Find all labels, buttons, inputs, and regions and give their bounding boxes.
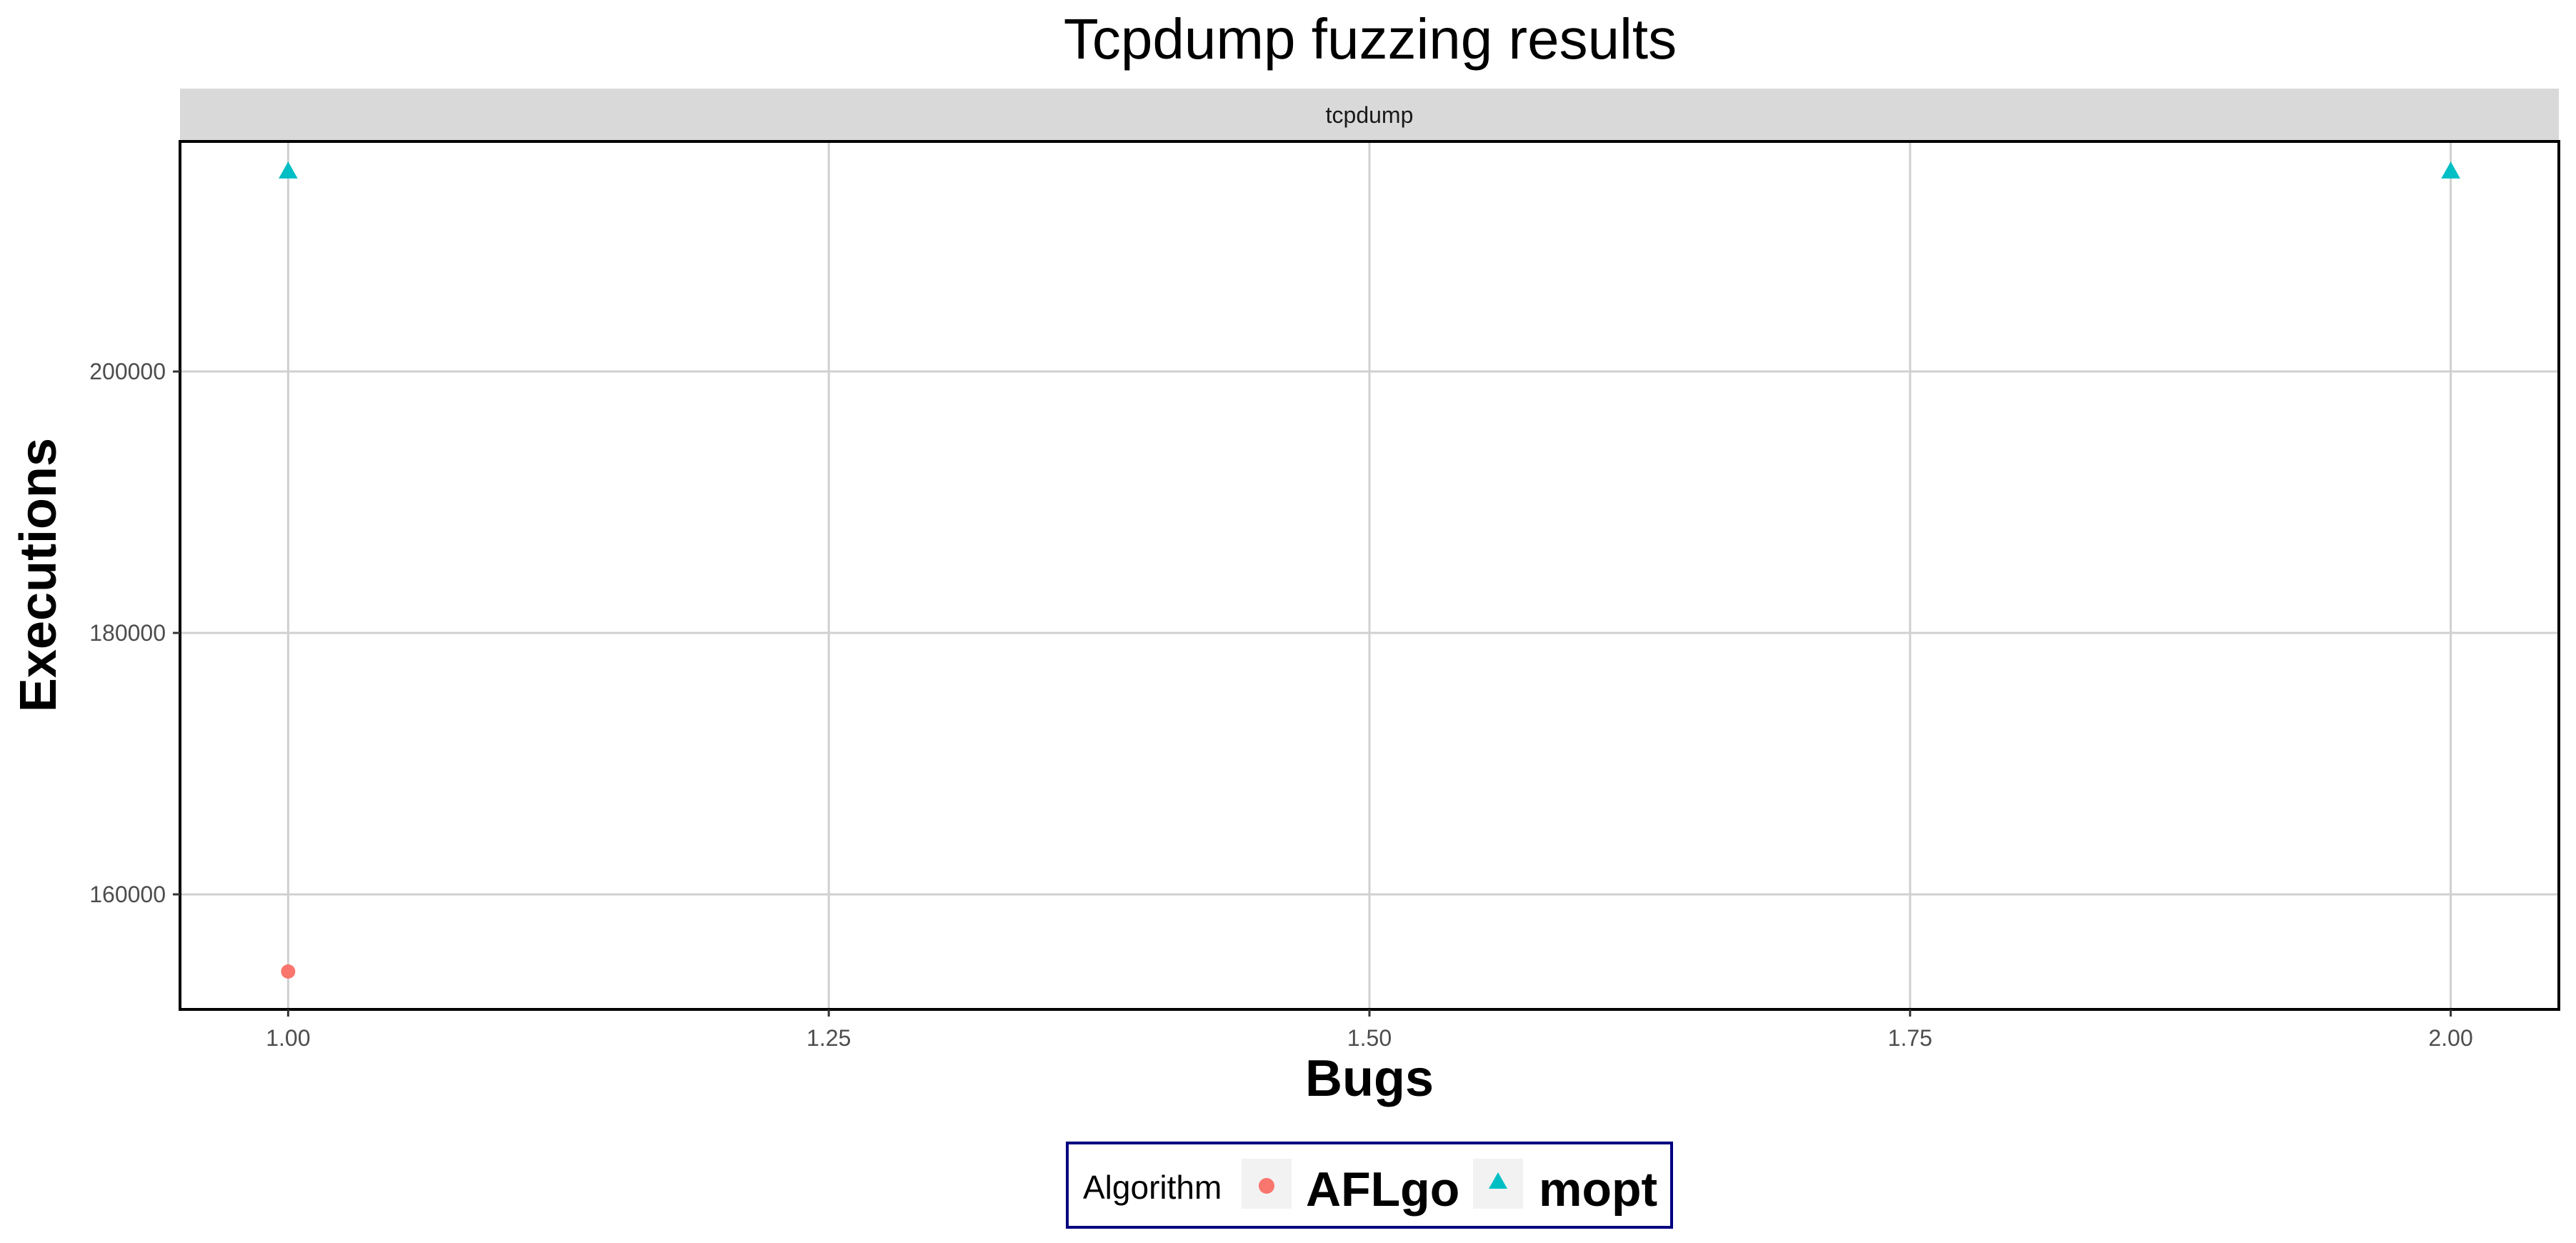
y-axis: 160000 180000 200000: [89, 359, 180, 907]
y-tick-label: 200000: [89, 359, 166, 384]
y-tick-label: 160000: [89, 882, 166, 907]
x-tick-label: 2.00: [2428, 1025, 2472, 1051]
legend-label-aflgo: AFLgo: [1306, 1162, 1459, 1217]
data-point-mopt: [279, 161, 298, 179]
legend-label-mopt: mopt: [1539, 1162, 1657, 1217]
x-axis: 1.00 1.25 1.50 1.75 2.00: [266, 1009, 2473, 1051]
plot-panel: tcpdump: [179, 89, 2560, 1011]
x-axis-title: Bugs: [1305, 1050, 1434, 1107]
x-tick-label: 1.00: [266, 1025, 310, 1051]
legend-circle-icon: [1259, 1178, 1274, 1194]
legend: Algorithm AFLgo mopt: [1066, 1142, 1673, 1229]
y-tick-label: 180000: [89, 620, 166, 646]
data-points: [279, 161, 2460, 979]
legend-box: [1066, 1142, 1673, 1229]
x-tick-label: 1.50: [1347, 1025, 1392, 1051]
data-point-mopt: [2441, 161, 2460, 179]
gridlines: [180, 141, 2559, 1009]
facet-strip-label: tcpdump: [1326, 102, 1414, 128]
x-tick-label: 1.25: [807, 1025, 851, 1051]
legend-triangle-icon: [1489, 1172, 1507, 1189]
chart-title: Tcpdump fuzzing results: [1064, 7, 1677, 71]
data-point-aflgo: [281, 964, 296, 979]
y-axis-title: Executions: [10, 438, 67, 712]
x-tick-label: 1.75: [1888, 1025, 1932, 1051]
legend-title: Algorithm: [1083, 1169, 1222, 1206]
facet-strip: [180, 89, 2559, 140]
